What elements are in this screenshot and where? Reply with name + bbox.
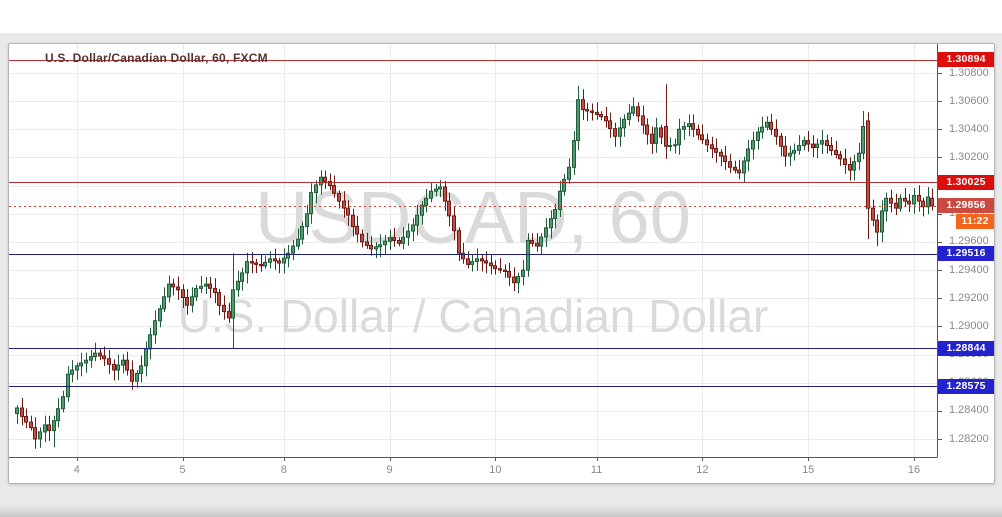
x-axis-label: 9 — [386, 464, 393, 476]
chart-widget: USDCAD, 60 U.S. Dollar / Canadian Dollar… — [8, 43, 995, 484]
support-price-badge: 1.28575 — [938, 378, 994, 394]
chart-canvas[interactable]: USDCAD, 60 U.S. Dollar / Canadian Dollar — [9, 44, 994, 483]
y-axis-label: 1.29200 — [949, 291, 989, 304]
support-price-badge: 1.29516 — [938, 246, 994, 262]
price-lines-layer — [9, 60, 937, 387]
watermark-name: U.S. Dollar / Canadian Dollar — [178, 290, 769, 342]
y-axis-label: 1.29400 — [949, 263, 989, 276]
x-axis-label: 4 — [73, 464, 80, 476]
x-axis-label: 12 — [696, 464, 709, 476]
x-axis-label: 16 — [907, 464, 921, 476]
watermark-symbol: USDCAD, 60 — [255, 176, 691, 259]
resistance-price-badge: 1.30894 — [938, 52, 994, 68]
y-axis-label: 1.28200 — [949, 432, 989, 445]
y-axis-label: 1.30200 — [949, 151, 989, 163]
price-scale[interactable]: 1.308001.306001.304001.302001.300001.298… — [938, 44, 994, 457]
x-axis-label: 15 — [802, 464, 815, 476]
candles-layer — [15, 84, 934, 449]
y-axis-label: 1.30600 — [949, 94, 989, 107]
x-axis-label: 8 — [280, 464, 287, 476]
y-axis-label: 1.28400 — [949, 404, 989, 417]
time-scale[interactable]: 4 5 8 9 10 11 12 15 16 — [9, 457, 937, 483]
bar-countdown-badge: 11:22 — [956, 214, 994, 230]
page-bottom-shadow — [0, 505, 1002, 517]
y-axis-label: 1.30400 — [949, 122, 989, 135]
chart-legend-title: U.S. Dollar/Canadian Dollar, 60, FXCM — [45, 51, 268, 65]
x-axis-label: 11 — [590, 464, 603, 476]
last-price-badge: 1.29856 — [938, 198, 994, 214]
y-axis-label: 1.29600 — [949, 235, 989, 248]
y-axis-label: 1.30800 — [949, 66, 989, 79]
x-axis-label: 5 — [179, 464, 186, 476]
resistance-price-badge: 1.30025 — [938, 174, 994, 190]
x-axis-label: 10 — [489, 464, 502, 476]
y-axis-label: 1.29000 — [949, 319, 989, 332]
support-price-badge: 1.28844 — [938, 340, 994, 356]
